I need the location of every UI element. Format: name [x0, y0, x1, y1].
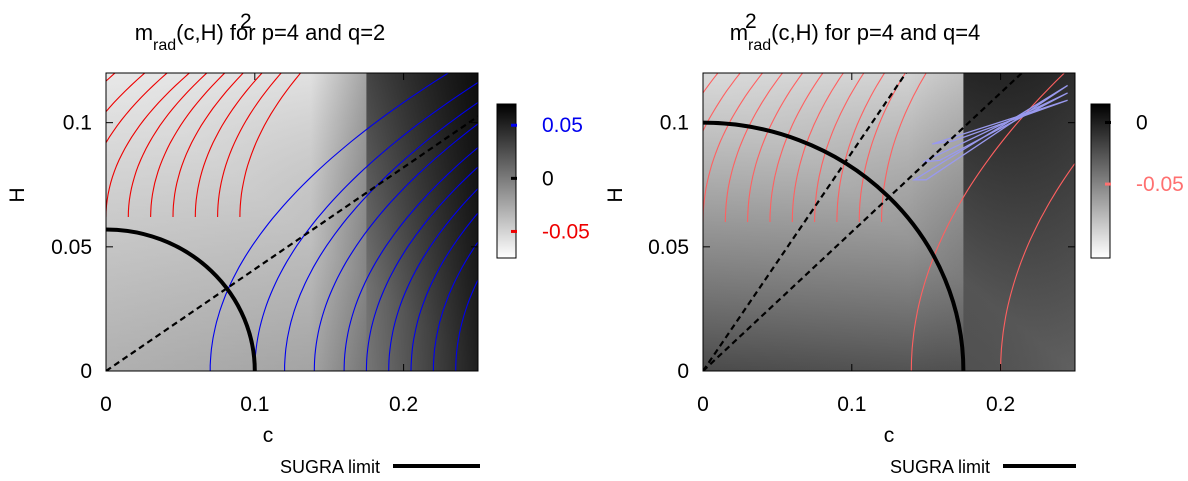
sugra-limit-curve: [106, 227, 257, 371]
left-title-superscript: 2: [240, 10, 252, 33]
lower-contour-line: [1000, 162, 1075, 371]
negative-contour-line: [194, 73, 263, 218]
left-legend: SUGRA limit: [280, 457, 480, 477]
y-tick-label: 0.1: [63, 112, 92, 135]
right-title-rest: (c,H) for p=4 and q=4: [771, 20, 980, 45]
plot-frame: [105, 72, 479, 372]
left-x-axis-label: c: [263, 424, 274, 447]
heatmap-edge-shade: [106, 73, 478, 371]
lower-contour-line: [284, 101, 478, 371]
negative-contour-line: [724, 73, 784, 223]
x-tick-label: 0.2: [389, 393, 418, 416]
left-plot-area: 0 0.1 0.2 0 0.05 0.1: [0, 0, 479, 416]
right-title-superscript: 2: [745, 10, 757, 33]
right-colorbar: 0 -0.05: [1090, 103, 1184, 259]
negative-contour-line: [106, 73, 191, 218]
left-legend-label: SUGRA limit: [280, 457, 380, 477]
negative-contour-line: [127, 73, 208, 218]
left-title-rest: (c,H) for p=4 and q=2: [176, 20, 385, 45]
right-title-base: m: [730, 20, 748, 45]
colorbar-gradient: [496, 103, 517, 259]
negative-contour-line: [747, 73, 804, 223]
right-y-axis-label: H: [604, 187, 627, 202]
x-tick-label: 0.1: [240, 393, 269, 416]
x-tick-label: 0.1: [837, 393, 866, 416]
x-tick-label: 0.2: [986, 393, 1015, 416]
negative-contour-line: [858, 73, 906, 223]
negative-contour-line: [791, 73, 845, 223]
negative-contour-line: [150, 73, 226, 218]
left-y-axis-label: H: [6, 187, 29, 202]
lower-contour-line: [209, 73, 450, 371]
x-tick-label: 0: [100, 393, 112, 416]
left-chart-title: mrad(c,H) for p=4 and q=2: [135, 20, 386, 54]
lower-contour-line: [365, 166, 478, 371]
y-tick-label: 0.05: [648, 236, 689, 259]
heatmap-edge-shade: [703, 73, 1075, 371]
y-tick-label: 0.05: [51, 236, 92, 259]
colorbar-tick-label: 0: [542, 167, 554, 190]
sugra-limit-curve: [703, 120, 966, 371]
positive-contour-wedge: [932, 99, 1068, 145]
zero-contour-line: [106, 115, 478, 371]
positive-contour-wedge: [922, 92, 1068, 163]
contour-lines: [0, 0, 478, 371]
negative-contour-line: [814, 73, 865, 223]
right-legend: SUGRA limit: [890, 457, 1076, 477]
negative-contour-line: [172, 73, 244, 218]
negative-contour-line: [881, 73, 927, 222]
right-legend-label: SUGRA limit: [890, 457, 990, 477]
colorbar-tick-label: -0.05: [1136, 173, 1184, 196]
lower-contour-line: [910, 73, 1066, 371]
lower-contour-line: [432, 241, 478, 371]
lower-contour-line: [410, 212, 478, 371]
left-title-subscript: rad: [153, 37, 176, 54]
left-colorbar: 0.05 0 -0.05: [496, 103, 590, 259]
left-title-base: m: [135, 20, 153, 45]
negative-contour-line: [703, 73, 764, 223]
x-tick-label: 0: [697, 393, 709, 416]
lower-contour-line: [455, 278, 478, 371]
colorbar-tick-label: -0.05: [542, 220, 590, 243]
contour-lines: [703, 73, 1075, 371]
lower-contour-line: [388, 187, 478, 371]
lower-contour-line: [313, 123, 478, 371]
negative-contour-line: [769, 73, 824, 222]
plot-frame: [702, 72, 1076, 372]
y-tick-label: 0: [677, 360, 689, 383]
zero-contour-line: [703, 73, 908, 371]
lower-contour-line: [343, 146, 478, 371]
negative-contour-line: [217, 73, 282, 218]
right-plot-area: 0 0.1 0.2 0 0.05 0.1: [648, 72, 1076, 416]
y-tick-label: 0: [80, 360, 92, 383]
negative-contour-line: [239, 73, 302, 218]
left-heatmap-panel: mrad(c,H) for p=4 and q=2 2 0 0.1 0.200.05…: [0, 0, 590, 477]
colorbar-tick-label: 0.05: [542, 114, 583, 137]
colorbar-tick-label: 0: [1136, 111, 1148, 134]
right-chart-title: mrad(c,H) for p=4 and q=4: [730, 20, 981, 54]
y-tick-label: 0.1: [660, 112, 689, 135]
negative-contour-line: [0, 0, 58, 217]
lower-contour-line: [254, 81, 478, 371]
colorbar-gradient: [1090, 103, 1111, 259]
right-x-axis-label: c: [884, 424, 895, 447]
right-title-subscript: rad: [748, 37, 771, 54]
negative-contour-line: [836, 73, 886, 223]
right-heatmap-panel: mrad(c,H) for p=4 and q=4 2 0 0.1 0.2 0 0.05…: [604, 10, 1184, 477]
